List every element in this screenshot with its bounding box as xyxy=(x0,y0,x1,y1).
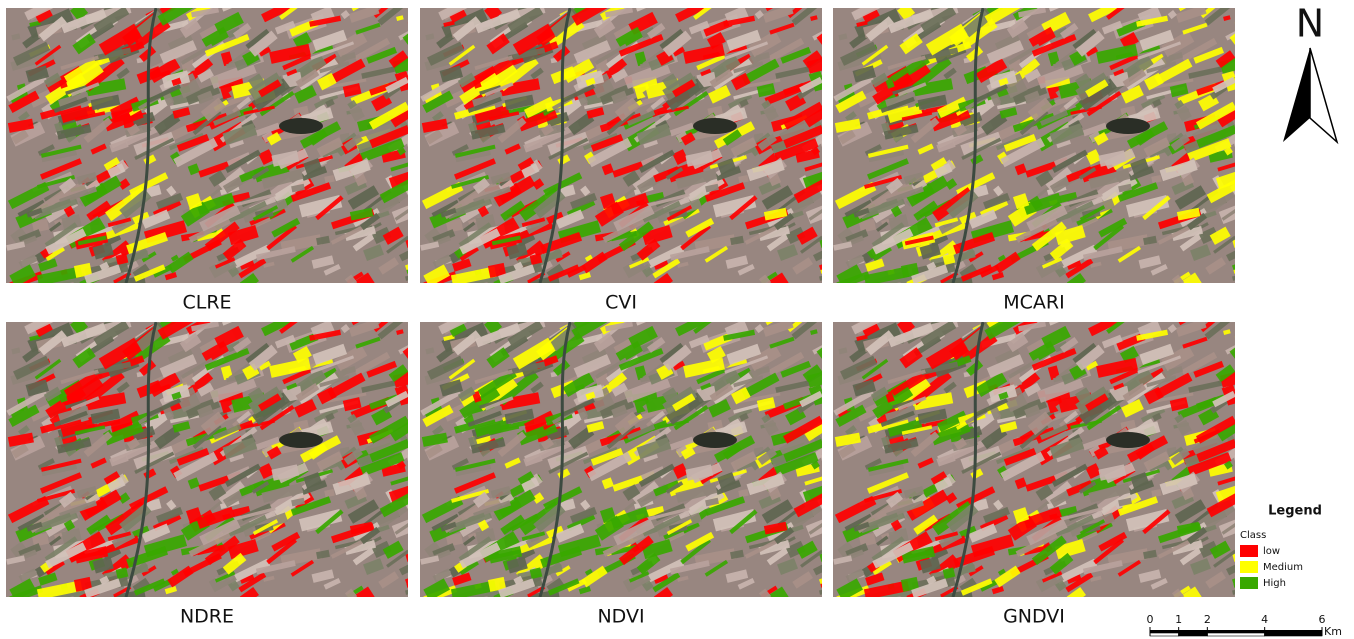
forest xyxy=(693,432,737,448)
north-arrow-left xyxy=(1283,48,1310,142)
legend-label: Medium xyxy=(1263,562,1303,573)
field xyxy=(1233,265,1255,273)
scale-tick-label: 1 xyxy=(1175,613,1182,626)
field xyxy=(1232,235,1252,248)
scale-unit: Km xyxy=(1324,625,1342,638)
legend-label: low xyxy=(1263,546,1280,557)
map-panel xyxy=(420,0,851,292)
scale-segment xyxy=(1179,630,1208,633)
map-panel xyxy=(6,0,437,292)
field xyxy=(1235,18,1255,34)
panel-label: NDRE xyxy=(180,606,234,628)
legend-title: Legend xyxy=(1268,504,1322,519)
scale-segment xyxy=(1150,630,1179,633)
map-panel xyxy=(833,0,1264,292)
forest xyxy=(279,118,323,134)
forest xyxy=(1106,432,1150,448)
field xyxy=(821,138,835,146)
panel-label: CVI xyxy=(605,292,637,314)
field xyxy=(407,452,421,460)
field xyxy=(1234,452,1248,460)
forest xyxy=(693,118,737,134)
panel-label: NDVI xyxy=(597,606,644,628)
field xyxy=(1234,138,1248,146)
field xyxy=(1233,383,1250,396)
legend-label: High xyxy=(1263,578,1286,589)
legend-subtitle: Class xyxy=(1240,530,1266,541)
legend-swatch xyxy=(1240,577,1258,589)
forest xyxy=(279,432,323,448)
scale-segment xyxy=(1207,633,1264,636)
field xyxy=(407,138,421,146)
scale-segment xyxy=(1207,630,1264,633)
field xyxy=(1233,69,1250,82)
legend-swatch xyxy=(1240,545,1258,557)
field xyxy=(1235,332,1255,348)
north-label: N xyxy=(1296,2,1324,46)
scale-tick-label: 4 xyxy=(1261,613,1268,626)
scale-segment xyxy=(1179,633,1208,636)
scale-tick-label: 2 xyxy=(1204,613,1211,626)
legend-swatch xyxy=(1240,561,1258,573)
panel-label: CLRE xyxy=(182,292,231,314)
north-arrow-right xyxy=(1310,48,1337,142)
map-panel xyxy=(420,301,851,607)
scale-segment xyxy=(1265,630,1322,633)
scale-segment xyxy=(1150,633,1179,636)
panel-label: MCARI xyxy=(1003,292,1064,314)
panel-label: GNDVI xyxy=(1003,606,1065,628)
scale-segment xyxy=(1265,633,1322,636)
map-panel xyxy=(833,301,1264,607)
map-panel xyxy=(6,301,437,607)
figure: N Legend Class CLRE CVI MCARI NDRE NDVI GNDVI… xyxy=(0,0,1354,639)
forest xyxy=(1106,118,1150,134)
scale-tick-label: 0 xyxy=(1147,613,1154,626)
field xyxy=(821,452,835,460)
